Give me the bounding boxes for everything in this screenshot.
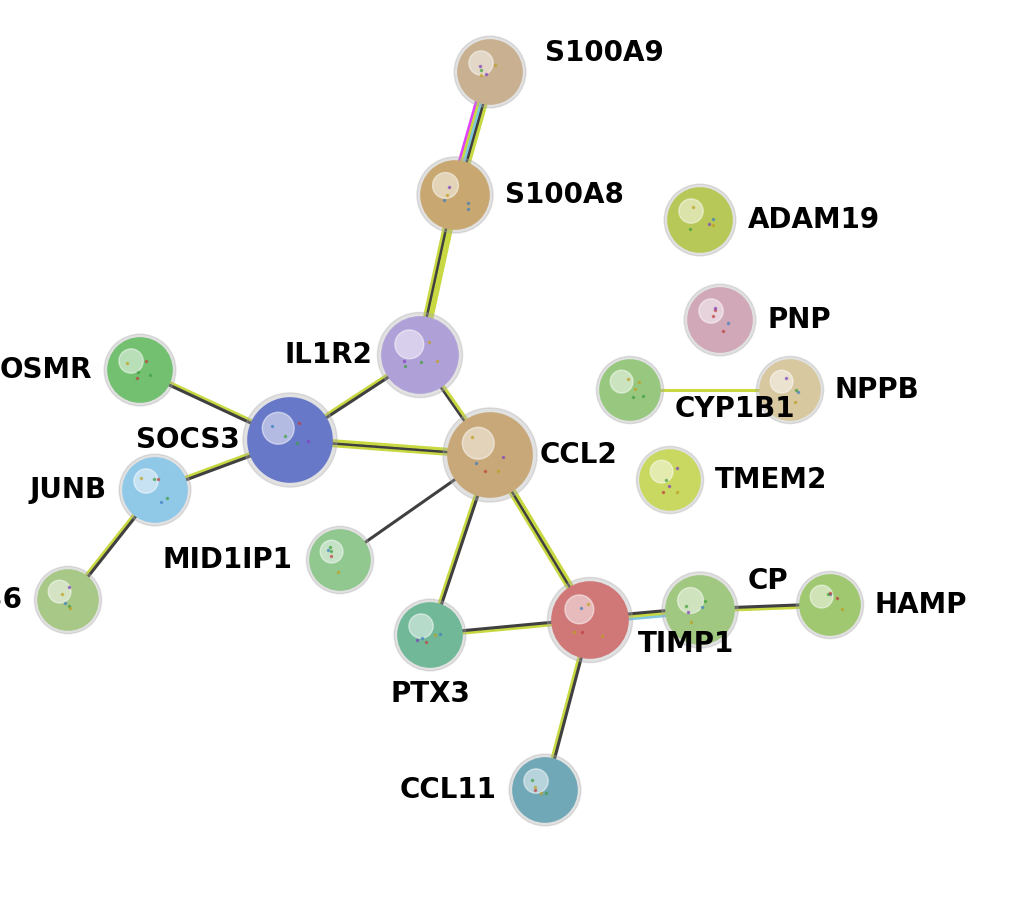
Circle shape xyxy=(119,349,143,373)
Circle shape xyxy=(796,571,863,639)
Circle shape xyxy=(421,161,488,229)
Text: ZFP36: ZFP36 xyxy=(0,586,23,614)
Circle shape xyxy=(306,526,373,594)
Circle shape xyxy=(442,408,537,502)
Circle shape xyxy=(665,576,734,644)
Circle shape xyxy=(393,599,466,671)
Circle shape xyxy=(684,285,755,356)
Text: NPPB: NPPB xyxy=(835,376,919,404)
Circle shape xyxy=(377,312,462,397)
Circle shape xyxy=(565,595,593,624)
Text: TIMP1: TIMP1 xyxy=(637,630,734,658)
Text: CCL2: CCL2 xyxy=(539,441,618,469)
Circle shape xyxy=(262,413,293,444)
Circle shape xyxy=(636,447,703,513)
Text: S100A9: S100A9 xyxy=(544,39,663,67)
Circle shape xyxy=(663,184,735,256)
Text: OSMR: OSMR xyxy=(0,356,92,384)
Circle shape xyxy=(799,575,859,635)
Circle shape xyxy=(447,413,532,497)
Circle shape xyxy=(104,334,175,406)
Circle shape xyxy=(458,40,522,104)
Circle shape xyxy=(609,371,633,393)
Circle shape xyxy=(667,188,732,252)
Text: CYP1B1: CYP1B1 xyxy=(675,395,795,423)
Circle shape xyxy=(123,458,186,522)
Circle shape xyxy=(688,288,751,352)
Circle shape xyxy=(756,357,822,424)
Circle shape xyxy=(698,299,722,323)
Text: SOCS3: SOCS3 xyxy=(137,426,239,454)
Circle shape xyxy=(133,468,158,493)
Circle shape xyxy=(677,587,703,613)
Circle shape xyxy=(469,51,493,75)
Text: TMEM2: TMEM2 xyxy=(714,466,826,494)
Circle shape xyxy=(320,540,342,563)
Circle shape xyxy=(108,338,172,402)
Circle shape xyxy=(551,582,628,658)
Circle shape xyxy=(38,570,98,630)
Circle shape xyxy=(409,614,433,638)
Circle shape xyxy=(417,156,492,233)
Circle shape xyxy=(35,566,102,633)
Text: ADAM19: ADAM19 xyxy=(747,206,879,234)
Circle shape xyxy=(382,317,458,393)
Text: S100A8: S100A8 xyxy=(504,181,624,209)
Text: JUNB: JUNB xyxy=(30,476,107,504)
Circle shape xyxy=(679,199,702,223)
Circle shape xyxy=(453,37,526,108)
Circle shape xyxy=(524,769,547,793)
Circle shape xyxy=(599,360,659,420)
Circle shape xyxy=(243,393,336,487)
Circle shape xyxy=(462,427,494,459)
Circle shape xyxy=(661,572,738,648)
Circle shape xyxy=(432,173,458,199)
Circle shape xyxy=(596,357,663,424)
Text: MID1IP1: MID1IP1 xyxy=(162,546,291,574)
Text: CP: CP xyxy=(747,567,788,595)
Circle shape xyxy=(508,754,580,826)
Circle shape xyxy=(248,398,331,482)
Text: HAMP: HAMP xyxy=(874,591,967,619)
Circle shape xyxy=(48,580,71,603)
Text: IL1R2: IL1R2 xyxy=(284,341,372,369)
Circle shape xyxy=(639,450,699,510)
Circle shape xyxy=(769,371,792,393)
Text: CCL11: CCL11 xyxy=(399,776,496,804)
Circle shape xyxy=(310,530,370,590)
Circle shape xyxy=(119,454,191,526)
Circle shape xyxy=(809,586,833,608)
Circle shape xyxy=(759,360,819,420)
Text: PNP: PNP xyxy=(767,306,830,334)
Circle shape xyxy=(547,577,632,662)
Circle shape xyxy=(394,330,423,359)
Circle shape xyxy=(513,758,577,822)
Circle shape xyxy=(397,603,462,667)
Circle shape xyxy=(649,460,673,483)
Text: PTX3: PTX3 xyxy=(389,680,470,708)
